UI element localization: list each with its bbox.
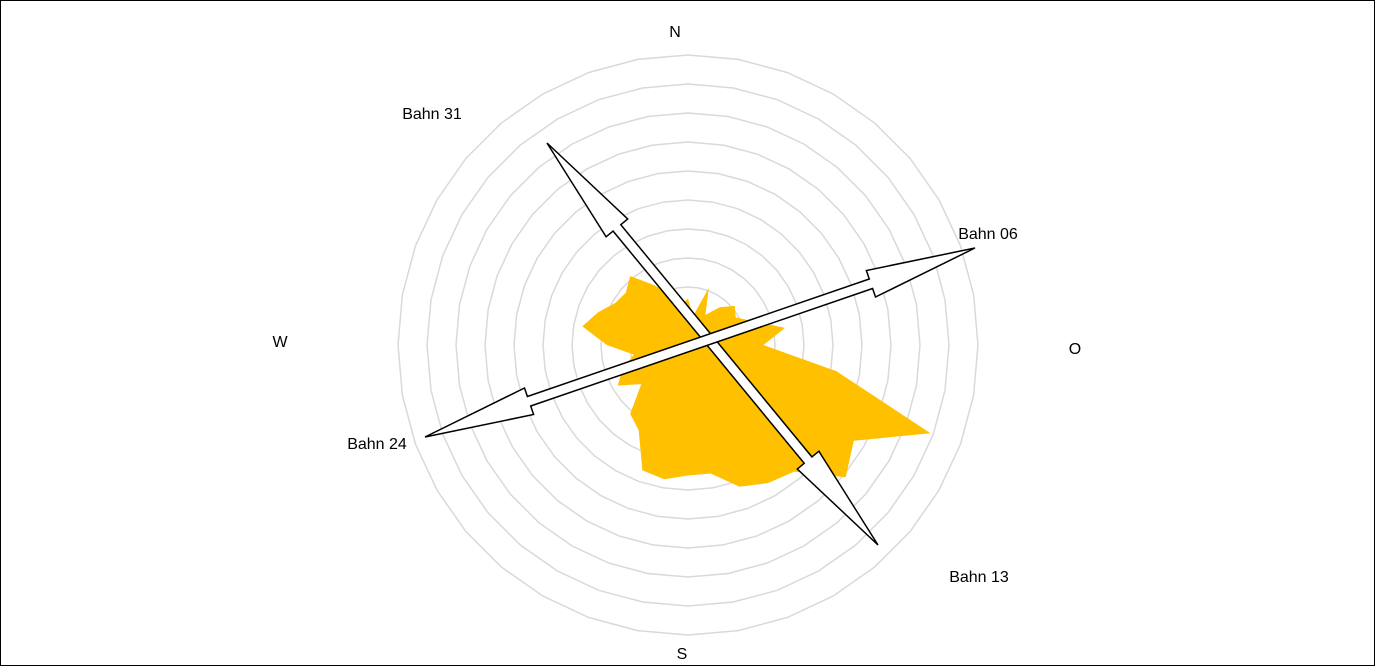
runway-label: Bahn 31 xyxy=(402,106,462,123)
grid-ring xyxy=(513,170,863,520)
grid-ring xyxy=(542,199,834,491)
grid-ring xyxy=(397,54,979,636)
runway-label: Bahn 24 xyxy=(347,436,407,453)
runway-arrows xyxy=(424,142,976,546)
grid-ring xyxy=(455,112,921,578)
direction-label: O xyxy=(1069,341,1081,358)
direction-label: N xyxy=(669,24,681,41)
runway-label: Bahn 13 xyxy=(949,569,1009,586)
direction-label: S xyxy=(677,646,688,663)
wind-area xyxy=(582,276,931,487)
grid-ring xyxy=(484,141,892,549)
direction-label: W xyxy=(272,334,288,351)
runway-label: Bahn 06 xyxy=(958,226,1018,243)
grid-ring xyxy=(426,83,950,607)
runway-arrow xyxy=(424,247,976,438)
area-layer xyxy=(582,276,931,487)
